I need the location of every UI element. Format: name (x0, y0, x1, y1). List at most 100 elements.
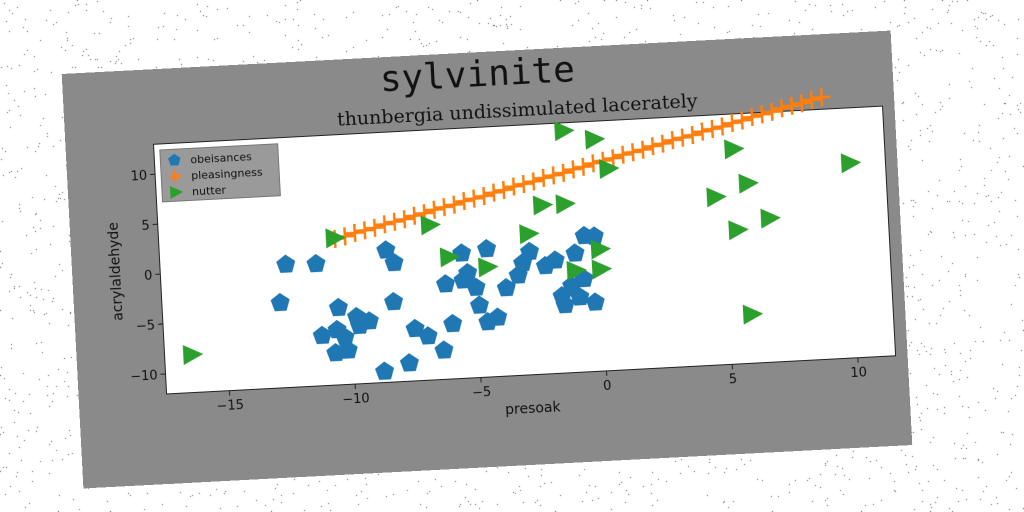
triangle-point (760, 208, 781, 229)
pentagon-point (477, 239, 497, 258)
plus-point (723, 113, 742, 133)
pentagon-point (435, 274, 456, 293)
pentagon-point (270, 292, 290, 312)
plus-point (564, 160, 583, 179)
plus-point (752, 105, 772, 124)
plus-point (405, 206, 424, 225)
legend-marker (168, 153, 181, 166)
plus-point (574, 157, 593, 176)
triangle-point (478, 257, 499, 278)
pentagon-point (469, 295, 489, 314)
plus-point (484, 183, 503, 202)
pentagon-point (335, 327, 355, 346)
x-tick: −10 (342, 384, 370, 408)
triangle-point (706, 187, 727, 208)
axis-ticks: −15 −10 −5 0 5 10 −10 −5 0 5 10 (130, 169, 868, 415)
pentagon-point (384, 252, 404, 272)
legend-entry: obeisances (168, 150, 252, 166)
pentagon-point (418, 326, 438, 345)
pentagon-point (520, 241, 539, 261)
pentagon-point (585, 292, 605, 311)
triangle-point (742, 304, 764, 325)
x-tick-label: 5 (728, 372, 737, 387)
pentagon-point (466, 277, 486, 297)
plus-point (355, 221, 374, 240)
y-tick: 10 (130, 169, 156, 185)
pentagon-point (376, 240, 396, 259)
y-tick: 5 (141, 219, 158, 234)
plus-point (782, 96, 801, 115)
y-tick-label: 0 (144, 269, 153, 284)
plus-point (683, 126, 702, 145)
legend-label: nutter (192, 184, 227, 199)
y-tick-label: 10 (130, 169, 147, 185)
y-axis-label: acrylaldehyde (106, 222, 127, 322)
legend-entry: pleasingness (169, 166, 263, 183)
plus-point (713, 117, 732, 136)
plus-point (643, 137, 662, 156)
triangle-point (738, 173, 759, 194)
triangle-point (728, 220, 749, 241)
plus-point (345, 223, 364, 242)
plus-point (445, 195, 464, 214)
plus-point (703, 119, 722, 139)
triangle-point (840, 153, 862, 174)
triangle-point (532, 195, 554, 216)
plus-point (504, 177, 523, 196)
series-obeisances (270, 225, 605, 380)
data-marks (182, 88, 862, 380)
triangle-point (590, 239, 612, 260)
pentagon-point (349, 315, 370, 335)
pentagon-point (434, 340, 454, 359)
plus-point (395, 210, 414, 229)
triangle-point (325, 228, 346, 249)
figure: sylvinite thunbergia undissimulated lace… (61, 30, 913, 489)
plus-point (633, 140, 652, 159)
x-tick: 0 (603, 370, 612, 394)
x-axis-label: presoak (505, 399, 562, 418)
plus-point (673, 128, 692, 147)
x-tick-label: −10 (342, 391, 370, 407)
plus-point (554, 163, 573, 182)
plus-point (693, 122, 712, 141)
legend-box (159, 143, 281, 203)
legend-marker (169, 170, 182, 183)
plus-point (802, 90, 821, 109)
legend-marker (169, 185, 184, 199)
plus-point (435, 198, 454, 217)
pentagon-point (443, 313, 463, 333)
plus-point (733, 111, 752, 130)
plus-point (772, 99, 791, 118)
plus-point (514, 174, 533, 194)
y-tick: 0 (144, 269, 161, 284)
plus-point (812, 88, 831, 107)
pentagon-point (496, 278, 516, 297)
plus-point (544, 166, 563, 185)
plus-point (623, 143, 642, 162)
pentagon-point (312, 325, 332, 345)
plus-point (762, 102, 781, 121)
triangle-point (420, 215, 441, 236)
x-tick: −5 (472, 377, 492, 401)
legend-label: obeisances (190, 150, 252, 166)
plus-point (385, 212, 404, 231)
plus-point (584, 154, 603, 173)
pentagon-point (570, 287, 590, 306)
triangle-point (554, 121, 575, 142)
plus-point (464, 189, 484, 208)
triangle-point (182, 345, 204, 366)
plus-point (653, 134, 672, 153)
plus-point (365, 218, 384, 237)
pentagon-point (555, 294, 575, 314)
x-tick: 5 (728, 364, 738, 387)
pentagon-point (565, 243, 585, 262)
triangle-point (584, 129, 606, 150)
plus-point (603, 149, 623, 168)
y-tick-label: −5 (135, 318, 155, 334)
triangle-point (724, 139, 745, 160)
triangle-point (598, 159, 620, 179)
scatter-chart: thunbergia undissimulated lacerately −15… (106, 88, 897, 418)
pentagon-point (306, 253, 326, 273)
series-nutter (182, 121, 862, 366)
